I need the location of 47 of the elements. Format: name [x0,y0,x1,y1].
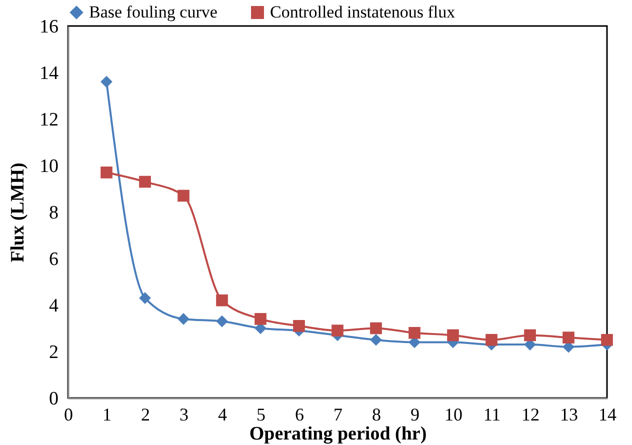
x-tick-label: 14 [598,404,616,424]
x-tick-label: 7 [334,404,342,424]
x-tick-label: 4 [218,404,227,424]
point [332,324,344,336]
point [486,334,498,346]
x-tick-label: 10 [444,404,462,424]
point [370,322,382,334]
x-tick-label: 12 [522,404,540,424]
y-tick-label: 16 [40,16,58,38]
point [408,326,420,339]
y-tick-label: 12 [40,110,58,130]
point [178,190,190,202]
y-axis-title: Flux (LMH) [8,162,28,262]
point [139,292,151,304]
point [216,294,228,306]
x-axis-title: Operating period (hr) [249,424,427,444]
y-tick-label: 8 [49,202,58,224]
x-tick-label: 0 [64,404,73,424]
x-tick-label: 5 [256,404,266,424]
point [562,332,574,344]
point [601,334,613,346]
point [216,315,228,328]
y-tick-label: 4 [49,296,59,316]
x-tick-label: 8 [372,404,381,424]
point [139,176,151,188]
x-tick-label: 1 [102,404,112,424]
point [178,313,190,325]
point [293,320,305,332]
y-tick-label: 0 [49,388,58,410]
point [100,166,112,178]
y-tick-label: 10 [40,156,58,177]
y-tick-label: 2 [49,342,58,363]
point [254,313,266,325]
x-tick-label: 2 [141,404,150,424]
x-tick-label: 6 [295,404,304,424]
point [100,76,112,88]
point [524,329,536,342]
x-tick-label: 13 [560,404,578,424]
point [447,329,459,342]
legend-label: Controlled instatenous flux [270,2,456,22]
x-tick-label: 11 [483,404,501,424]
x-tick-label: 9 [410,404,420,424]
y-tick-label: 14 [40,63,59,84]
y-tick-label: 6 [49,249,58,270]
point [370,334,382,346]
x-tick-label: 3 [180,404,188,424]
legend-label: Base fouling curve [89,2,218,22]
